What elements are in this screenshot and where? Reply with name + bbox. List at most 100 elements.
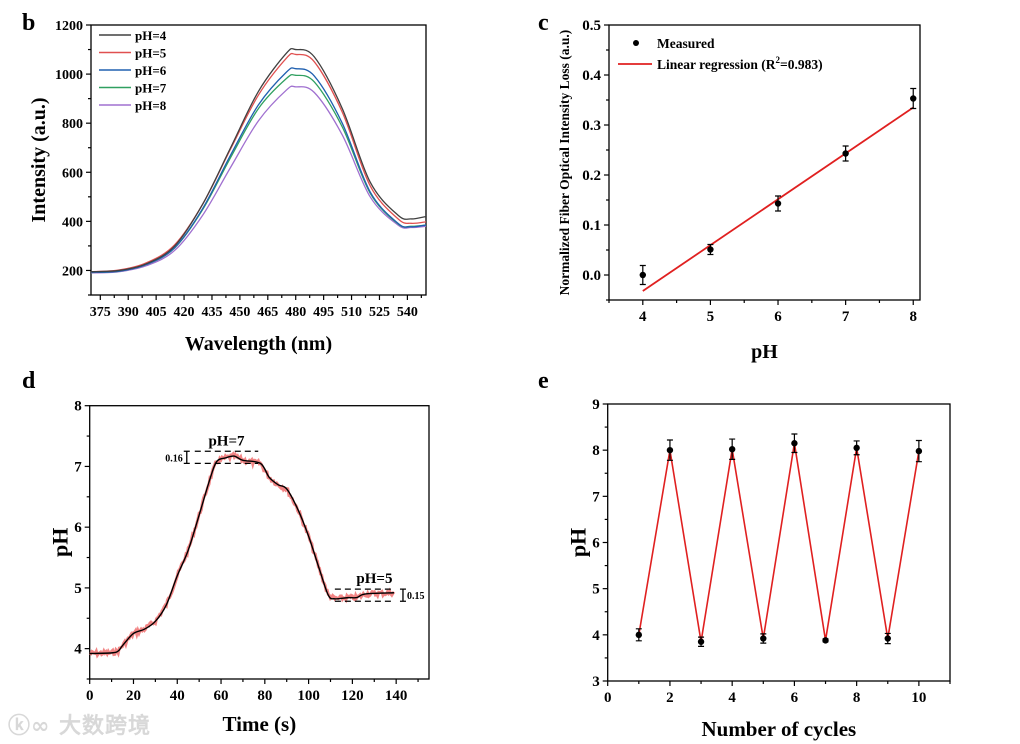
x-tick-label: 80 bbox=[257, 688, 272, 704]
plot-frame bbox=[90, 24, 427, 296]
y-tick-label: 1000 bbox=[55, 68, 83, 83]
y-tick-label: 0.1 bbox=[582, 218, 601, 234]
data-point bbox=[774, 200, 782, 207]
x-tick-label: 8 bbox=[909, 309, 917, 325]
legend-label: pH=5 bbox=[135, 46, 167, 61]
y-tick-label: 0.3 bbox=[582, 118, 601, 134]
y-tick-label: 600 bbox=[62, 166, 83, 181]
x-tick-label: 20 bbox=[126, 688, 141, 704]
x-tick-label: 0 bbox=[86, 688, 94, 704]
x-axis-label: pH bbox=[751, 341, 778, 363]
panel-c-regression: 4 5 6 7 8 0.0 0.1 0.2 0.3 0.4 0.5 pH Normalized Fibe… bbox=[557, 18, 921, 363]
y-tick-label: 0.0 bbox=[582, 268, 601, 284]
x-tick-label: 525 bbox=[369, 305, 390, 320]
y-tick-label: 5 bbox=[592, 582, 600, 598]
level-label: pH=5 bbox=[356, 571, 392, 587]
data-point bbox=[791, 440, 798, 447]
legend-marker-measured bbox=[633, 40, 639, 46]
plot-frame bbox=[89, 405, 430, 680]
x-tick-label: 60 bbox=[214, 688, 229, 704]
y-tick-label: 0.4 bbox=[582, 68, 601, 84]
raw-signal-line bbox=[89, 451, 396, 659]
y-tick-label: 8 bbox=[592, 443, 600, 459]
x-tick-label: 7 bbox=[842, 309, 850, 325]
data-point bbox=[760, 635, 767, 642]
legend-label: pH=7 bbox=[135, 81, 167, 96]
data-point bbox=[822, 637, 829, 644]
y-tick-label: 1200 bbox=[55, 19, 83, 34]
series-line-pH=8 bbox=[90, 85, 427, 274]
y-tick-label: 400 bbox=[62, 215, 83, 230]
x-tick-label: 2 bbox=[666, 690, 674, 706]
y-axis-label: pH bbox=[566, 528, 591, 557]
legend-label-measured: Measured bbox=[657, 36, 715, 51]
y-axis-label: Intensity (a.u.) bbox=[28, 97, 50, 222]
x-tick-label: 8 bbox=[853, 690, 861, 706]
data-point bbox=[666, 446, 674, 454]
y-tick-label: 8 bbox=[74, 399, 82, 415]
cycle-line bbox=[638, 443, 920, 642]
panel-e-cycles: 0 2 4 6 8 10 3 4 5 6 7 8 9 Number of cycles pH bbox=[566, 397, 951, 741]
x-tick-label: 450 bbox=[229, 305, 250, 320]
legend-label: pH=4 bbox=[135, 28, 167, 43]
legend-fit-prefix: Linear regression (R bbox=[657, 57, 776, 72]
x-tick-label: 140 bbox=[385, 688, 408, 704]
y-axis-label: pH bbox=[48, 528, 73, 557]
y-tick-label: 200 bbox=[62, 264, 83, 279]
y-tick-label: 4 bbox=[592, 628, 600, 644]
x-tick-label: 120 bbox=[341, 688, 364, 704]
smoothed-signal-line bbox=[89, 455, 395, 655]
y-tick-label: 6 bbox=[74, 520, 82, 536]
x-tick-label: 5 bbox=[707, 309, 715, 325]
x-tick-label: 405 bbox=[146, 305, 167, 320]
x-axis-label: Time (s) bbox=[223, 712, 297, 736]
x-tick-label: 4 bbox=[728, 690, 736, 706]
y-tick-label: 800 bbox=[62, 117, 83, 132]
panel-label-e: e bbox=[538, 368, 549, 394]
x-tick-label: 6 bbox=[791, 690, 799, 706]
range-bracket bbox=[399, 588, 406, 602]
x-tick-label: 4 bbox=[639, 309, 647, 325]
legend-fit-suffix: =0.983) bbox=[780, 57, 823, 72]
range-label: 0.16 bbox=[165, 453, 183, 464]
level-label: pH=7 bbox=[208, 433, 245, 449]
range-bracket bbox=[183, 450, 190, 465]
data-point bbox=[707, 246, 714, 253]
x-tick-label: 465 bbox=[257, 305, 278, 320]
series-line-pH=6 bbox=[90, 67, 427, 274]
panel-label-b: b bbox=[22, 10, 35, 36]
y-tick-label: 9 bbox=[592, 397, 600, 413]
legend-fit-sup: 2 bbox=[776, 55, 781, 65]
legend-label: pH=8 bbox=[135, 98, 167, 113]
x-tick-label: 100 bbox=[297, 688, 320, 704]
data-point bbox=[635, 631, 643, 639]
data-point bbox=[697, 638, 705, 645]
x-tick-label: 6 bbox=[774, 309, 782, 325]
panel-d-time-response: 0 20 40 60 80 100 120 140 4 5 6 7 8 Time (s) pH pH=7 0.1… bbox=[48, 399, 430, 736]
legend-label-fit: Linear regression (R2=0.983) bbox=[657, 55, 823, 72]
x-tick-label: 480 bbox=[285, 305, 306, 320]
x-axis-label: Wavelength (nm) bbox=[185, 333, 332, 355]
x-tick-label: 390 bbox=[118, 305, 139, 320]
x-axis-label: Number of cycles bbox=[701, 717, 856, 741]
data-point bbox=[853, 444, 860, 452]
panel-label-c: c bbox=[538, 10, 549, 36]
watermark-logo: ⓚ∞ 大数跨境 bbox=[8, 714, 151, 739]
panel-b-spectra: 375 390 405 420 435 450 465 480 495 510 525 540 200 4… bbox=[28, 19, 427, 355]
data-point bbox=[842, 150, 849, 157]
legend-label: pH=6 bbox=[135, 63, 167, 78]
data-point bbox=[915, 447, 923, 455]
panel-label-d: d bbox=[22, 368, 36, 394]
range-label: 0.15 bbox=[407, 591, 425, 602]
plot-frame bbox=[608, 24, 921, 301]
series-line-pH=4 bbox=[90, 47, 427, 273]
x-tick-label: 420 bbox=[174, 305, 195, 320]
data-point bbox=[884, 635, 891, 642]
y-axis-label: Normalized Fiber Optical Intensity Loss … bbox=[557, 30, 572, 296]
x-tick-label: 435 bbox=[201, 305, 222, 320]
series-line-pH=5 bbox=[90, 52, 427, 273]
y-tick-label: 0.5 bbox=[582, 18, 601, 34]
y-tick-label: 5 bbox=[74, 581, 82, 597]
y-tick-label: 3 bbox=[592, 674, 600, 690]
